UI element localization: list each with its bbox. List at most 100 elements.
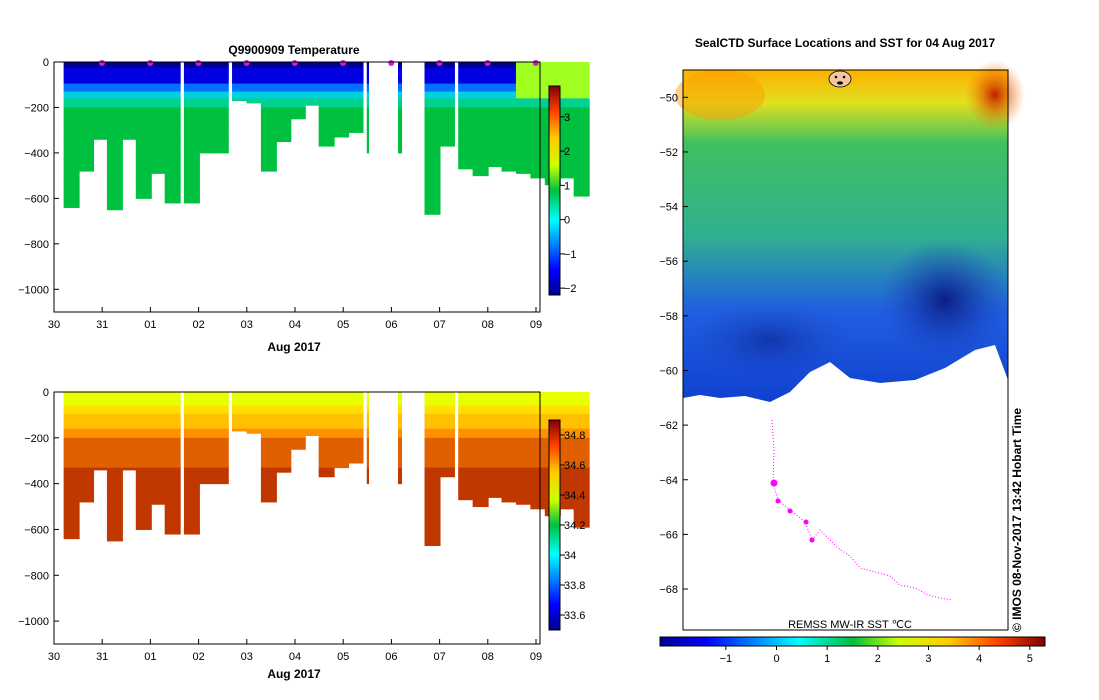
profile-cell [289,62,306,69]
profile-cell [164,421,181,430]
profile-cell [246,67,263,77]
profile-cell [573,75,590,85]
cold-water-region [880,240,1010,360]
profile-cell [135,83,152,93]
y-tick-label: 0 [43,57,49,69]
profile-cell [347,107,364,122]
profile-cell [164,83,181,93]
profile-cell [63,62,80,69]
profile-cell [304,62,321,69]
profile-cell [304,413,321,423]
profile-cell [106,397,123,407]
profile-cell [63,91,80,99]
profile-cell [438,75,455,85]
y-tick-label: −600 [24,524,49,536]
seal-location-marker [787,508,793,514]
profile-cell [78,488,95,503]
profile-cell [318,405,335,415]
profile-cell [318,392,335,399]
profile-cell [183,107,200,122]
profile-cell [424,157,441,181]
profile-cell [164,75,181,85]
profile-cell [212,98,229,108]
profile-cell [106,428,123,439]
profile-cell [333,405,350,415]
profile-cell [198,397,215,407]
profile-cell [150,157,167,174]
profile-cell [275,91,292,99]
profile-cell [515,421,532,430]
profile-cell [92,137,109,140]
profile-cell [487,451,504,469]
profile-cell [559,405,576,415]
profile-cell [232,397,249,407]
profile-column [472,392,489,508]
profile-column [530,392,547,510]
seal-icon [828,70,852,88]
profile-cell [106,488,123,512]
profile-cell [472,67,489,77]
temperature-plot-frame [53,61,541,313]
profile-cell [106,421,123,430]
profile-cell [438,67,455,77]
profile-cell [573,421,590,430]
profile-cell [78,121,95,138]
sst-c-tick-label: 2 [875,653,881,665]
profile-cell [106,75,123,85]
profile-cell [530,62,547,69]
profile-cell [318,83,335,93]
profile-cell [573,98,590,108]
surface-marker [99,60,105,66]
profile-cell [212,467,229,485]
profile-cell [424,467,441,489]
profile-cell [135,98,152,108]
seal-location-marker [770,479,778,487]
sst-map-y-axis: −50 −52 −54 −56 −58 −60 −62 −64 −66 −68 [659,92,688,596]
profile-cell [438,421,455,430]
y-tick-label: −800 [24,570,49,582]
profile-cell [515,107,532,122]
profile-cell [530,428,547,439]
profile-cell [318,467,335,478]
profile-cell [183,121,200,138]
profile-cell [121,437,138,453]
profile-cell [260,488,277,503]
profile-column [438,392,455,478]
profile-column [260,392,277,503]
profile-cell [212,421,229,430]
profile-cell [275,437,292,453]
profile-cell [164,180,181,204]
profile-cell [530,98,547,108]
profile-cell [458,437,475,453]
profile-cell [135,405,152,415]
lat-tick-label: −56 [659,256,678,268]
surface-marker [388,60,395,66]
profile-cell [472,405,489,415]
profile-cell [487,107,504,122]
profile-cell [212,107,229,122]
profile-cell [212,428,229,439]
profile-column [289,392,306,450]
profile-cell [164,107,181,122]
profile-cell [318,397,335,407]
profile-cell [92,107,109,122]
profile-cell [183,137,200,158]
profile-cell [150,137,167,158]
profile-cell [573,137,590,158]
profile-cell [304,83,321,93]
profile-cell [63,437,80,453]
profile-cell [198,62,215,69]
profile-cell [164,428,181,439]
profile-cell [438,83,455,93]
profile-cell [63,413,80,423]
profile-cell [63,467,80,489]
profile-cell [458,62,475,69]
profile-cell [63,121,80,138]
imos-credit: © IMOS 08-Nov-2017 13:42 Hobart Time [1010,408,1024,632]
lat-tick-label: −58 [659,311,678,323]
profile-cell [530,467,547,489]
y-tick-label: −1000 [18,616,49,628]
profile-cell [260,405,277,415]
profile-cell [275,75,292,85]
profile-cell [260,98,277,108]
